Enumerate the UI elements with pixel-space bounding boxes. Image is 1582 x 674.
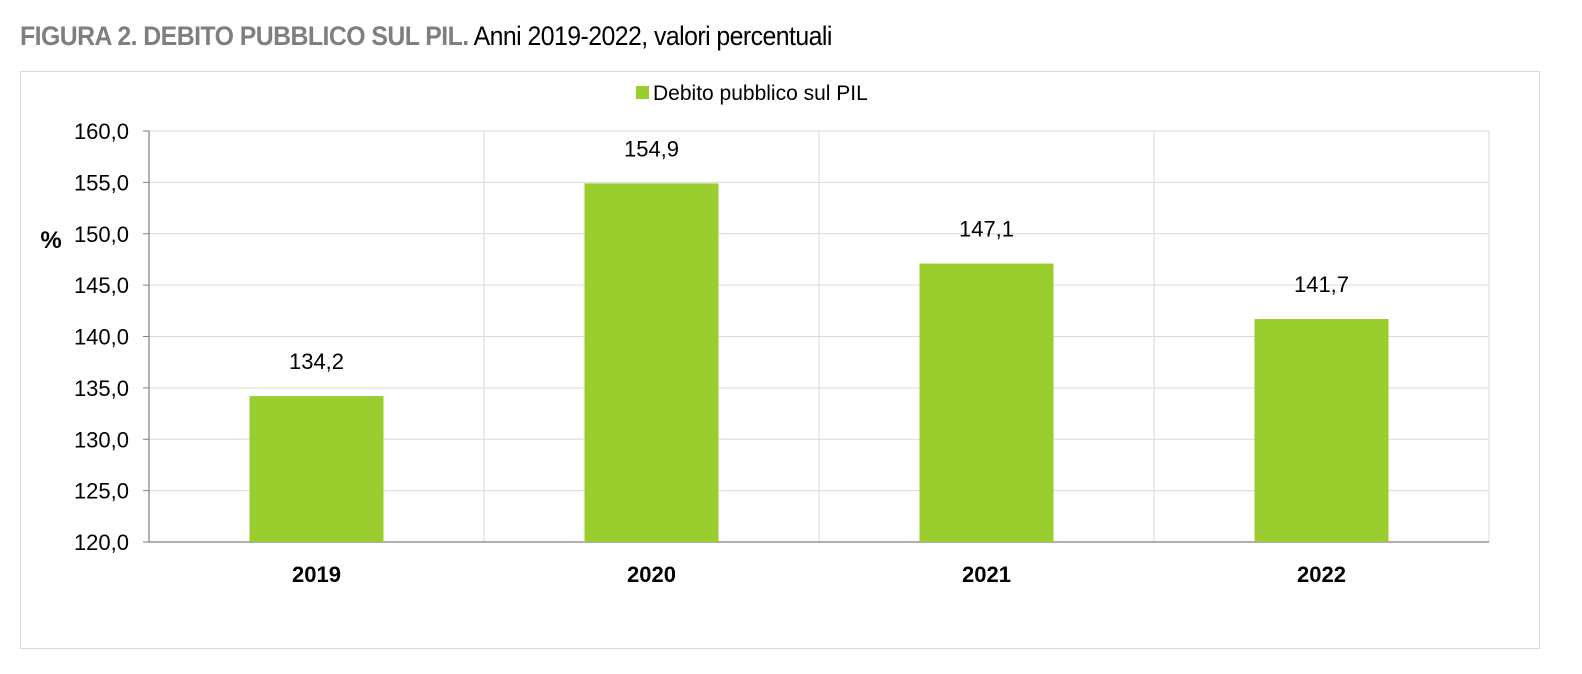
bar-chart: 120,0 125,0 130,0 135,0 140,0 145,0 150,0 155,0…	[40, 82, 1490, 587]
bar	[919, 263, 1054, 542]
legend-label: Debito pubblico sul PIL	[653, 82, 868, 105]
y-tick-label: 140,0	[74, 325, 129, 350]
y-tick-label: 155,0	[74, 170, 129, 195]
y-tick-label: 160,0	[74, 119, 129, 144]
data-label: 134,2	[289, 349, 344, 374]
x-tick-label: 2021	[962, 562, 1011, 587]
y-tick-label: 125,0	[74, 479, 129, 504]
bar	[584, 183, 719, 542]
y-tick-label: 145,0	[74, 273, 129, 298]
legend-swatch	[636, 86, 649, 99]
y-tick-label: 135,0	[74, 376, 129, 401]
bar	[249, 396, 384, 542]
y-tick-label: 130,0	[74, 427, 129, 452]
bar	[1254, 319, 1389, 542]
x-tick-label: 2019	[292, 562, 341, 587]
y-tick-label: 150,0	[74, 222, 129, 247]
data-label: 147,1	[959, 217, 1014, 242]
chart-frame: 120,0 125,0 130,0 135,0 140,0 145,0 150,0 155,0…	[20, 71, 1540, 649]
figure-title-rest: Anni 2019-2022, valori percentuali	[468, 21, 833, 51]
x-tick-label: 2020	[627, 562, 676, 587]
figure-title-lead: FIGURA 2. DEBITO PUBBLICO SUL PIL.	[20, 21, 469, 51]
y-tick-label: 120,0	[74, 530, 129, 555]
x-tick-label: 2022	[1297, 562, 1346, 587]
data-label: 141,7	[1294, 272, 1349, 297]
data-label: 154,9	[624, 136, 679, 161]
y-axis-label: %	[40, 227, 61, 254]
figure-title: FIGURA 2. DEBITO PUBBLICO SUL PIL. Anni …	[20, 18, 832, 54]
